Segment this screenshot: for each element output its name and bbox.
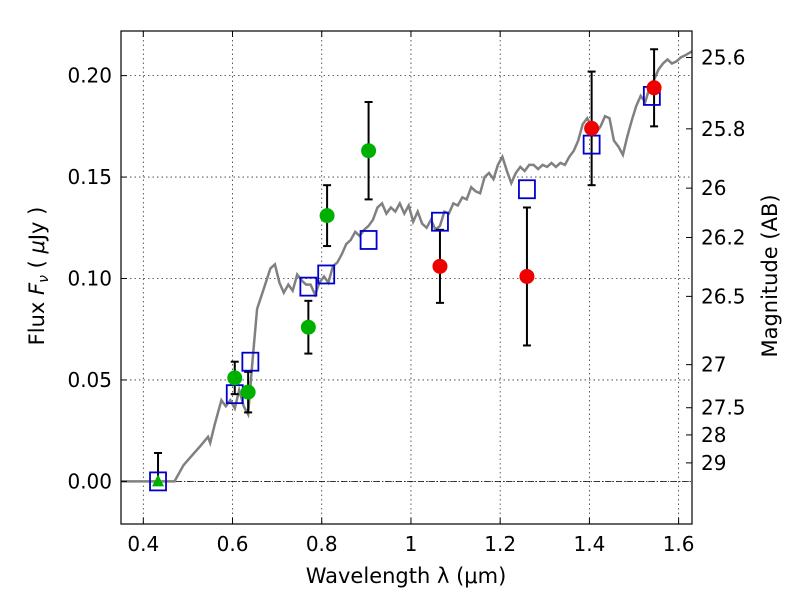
y-tick-label: 0.20 xyxy=(67,64,112,88)
model-square xyxy=(518,179,536,200)
y2-tick-label: 26 xyxy=(701,176,726,200)
y2-tick-label: 28 xyxy=(701,423,726,447)
green-point xyxy=(227,370,243,386)
error-bars xyxy=(154,48,659,482)
green-point xyxy=(240,384,256,400)
axis-ticks xyxy=(121,31,692,524)
x-tick-label: 0.4 xyxy=(127,532,159,556)
y2-tick-label: 29 xyxy=(701,451,726,475)
y-tick-label: 0.00 xyxy=(67,469,112,493)
red-point xyxy=(432,258,448,274)
model-square xyxy=(431,211,449,232)
green-triangle-point xyxy=(152,474,165,487)
x-axis-label: Wavelength λ (μm) xyxy=(306,564,507,588)
y2-tick-label: 26.5 xyxy=(701,284,746,308)
model-photometry-squares xyxy=(149,86,661,492)
y-tick-label: 0.10 xyxy=(67,267,112,291)
x-tick-label: 1.4 xyxy=(573,532,605,556)
model-square xyxy=(149,471,167,492)
plot-frame xyxy=(120,30,693,525)
model-square xyxy=(317,264,336,285)
x-tick-label: 1.2 xyxy=(484,532,516,556)
green-point xyxy=(361,143,377,159)
red-point xyxy=(519,268,535,284)
y-tick-label: 0.15 xyxy=(67,165,112,189)
tick-labels: 0.4 0.6 0.8 1 1.2 1.4 1.6 0.00 0.05 0.10 0.15 0.20 2… xyxy=(67,46,745,556)
observed-photometry-points xyxy=(152,80,662,487)
red-point xyxy=(584,120,600,136)
y2-tick-label: 25.6 xyxy=(701,46,746,70)
x-tick-label: 1 xyxy=(405,532,418,556)
red-point xyxy=(646,80,662,96)
x-tick-label: 1.6 xyxy=(663,532,695,556)
grid-lines xyxy=(121,31,692,524)
model-square xyxy=(359,230,378,250)
model-spectrum-line xyxy=(121,50,693,483)
y2-tick-label: 27.5 xyxy=(701,396,746,420)
x-tick-label: 0.6 xyxy=(217,532,249,556)
y2-tick-label: 27 xyxy=(701,353,726,377)
y2-tick-label: 25.8 xyxy=(701,117,746,141)
model-square xyxy=(241,351,260,372)
x-tick-label: 0.8 xyxy=(306,532,338,556)
green-point xyxy=(319,208,335,224)
secondary-y-axis-label: Magnitude (AB) xyxy=(758,194,782,357)
y-axis-label: Flux Fν ( μJy ) xyxy=(25,207,52,346)
y2-tick-label: 26.2 xyxy=(701,225,746,249)
y-tick-label: 0.05 xyxy=(67,368,112,392)
model-square xyxy=(299,276,318,297)
green-point xyxy=(300,319,316,335)
